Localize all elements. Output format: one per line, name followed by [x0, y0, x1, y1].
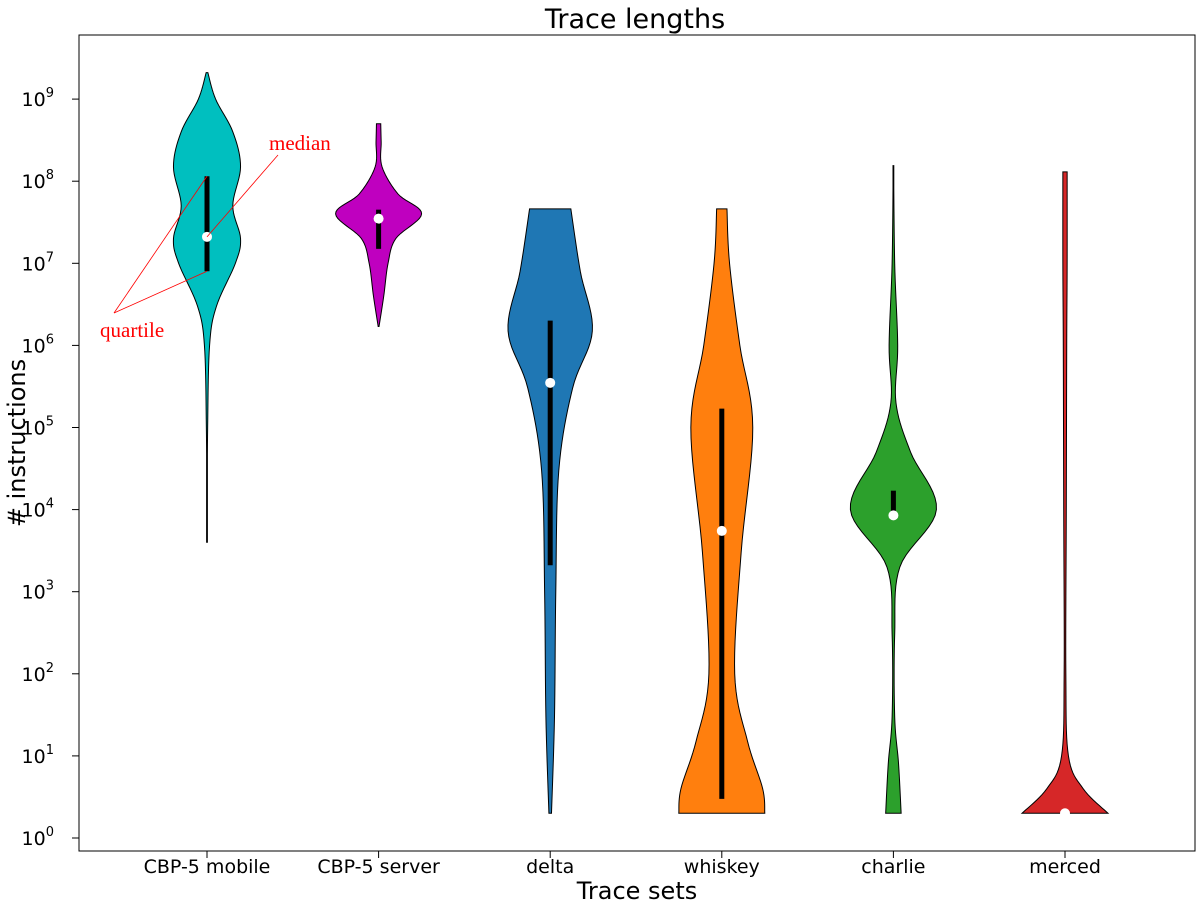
- violins-layer: [172, 72, 1110, 814]
- plot-frame: [78, 34, 1196, 852]
- y-axis-label: # instructions: [3, 359, 31, 527]
- y-tick-label: 101: [22, 743, 54, 768]
- x-tick-label: whiskey: [684, 856, 760, 878]
- y-tick-label: 104: [22, 497, 54, 522]
- stats-layer: [202, 176, 1070, 819]
- x-tick-label: charlie: [861, 856, 925, 878]
- violin-cbp-5-mobile: [172, 72, 242, 543]
- quartile-annotation: quartile: [100, 318, 164, 342]
- median-dot-whiskey: [716, 525, 727, 536]
- median-dot-charlie: [888, 510, 899, 521]
- x-tick-label: CBP-5 mobile: [144, 856, 271, 878]
- x-tick-label: merced: [1029, 856, 1101, 878]
- y-tick-label: 103: [22, 579, 54, 604]
- y-tick-label: 108: [22, 168, 54, 193]
- x-tick-label: delta: [526, 856, 574, 878]
- chart-title: Trace lengths: [544, 4, 725, 35]
- quartile-pointer-line-upper: [113, 175, 208, 314]
- median-annotation: median: [269, 131, 331, 155]
- y-tick-label: 102: [22, 661, 54, 686]
- y-tick-label: 109: [22, 86, 54, 111]
- median-dot-merced: [1060, 808, 1070, 819]
- x-axis-label: Trace sets: [576, 877, 697, 905]
- median-dot-delta: [545, 377, 556, 388]
- y-tick-label: 107: [22, 250, 54, 275]
- median-pointer-line: [206, 154, 279, 238]
- x-axis-ticks: CBP-5 mobile CBP-5 server delta whiskey char…: [144, 851, 1101, 878]
- y-tick-label: 106: [22, 332, 54, 357]
- annotations-layer: median quartile: [100, 131, 331, 342]
- violin-merced: [1020, 171, 1110, 814]
- violin-charlie: [849, 165, 937, 814]
- y-tick-label: 100: [22, 825, 54, 850]
- quartile-pointer-line-lower: [113, 270, 208, 314]
- x-tick-label: CBP-5 server: [317, 856, 440, 878]
- median-dot-cbp-5-server: [373, 213, 384, 224]
